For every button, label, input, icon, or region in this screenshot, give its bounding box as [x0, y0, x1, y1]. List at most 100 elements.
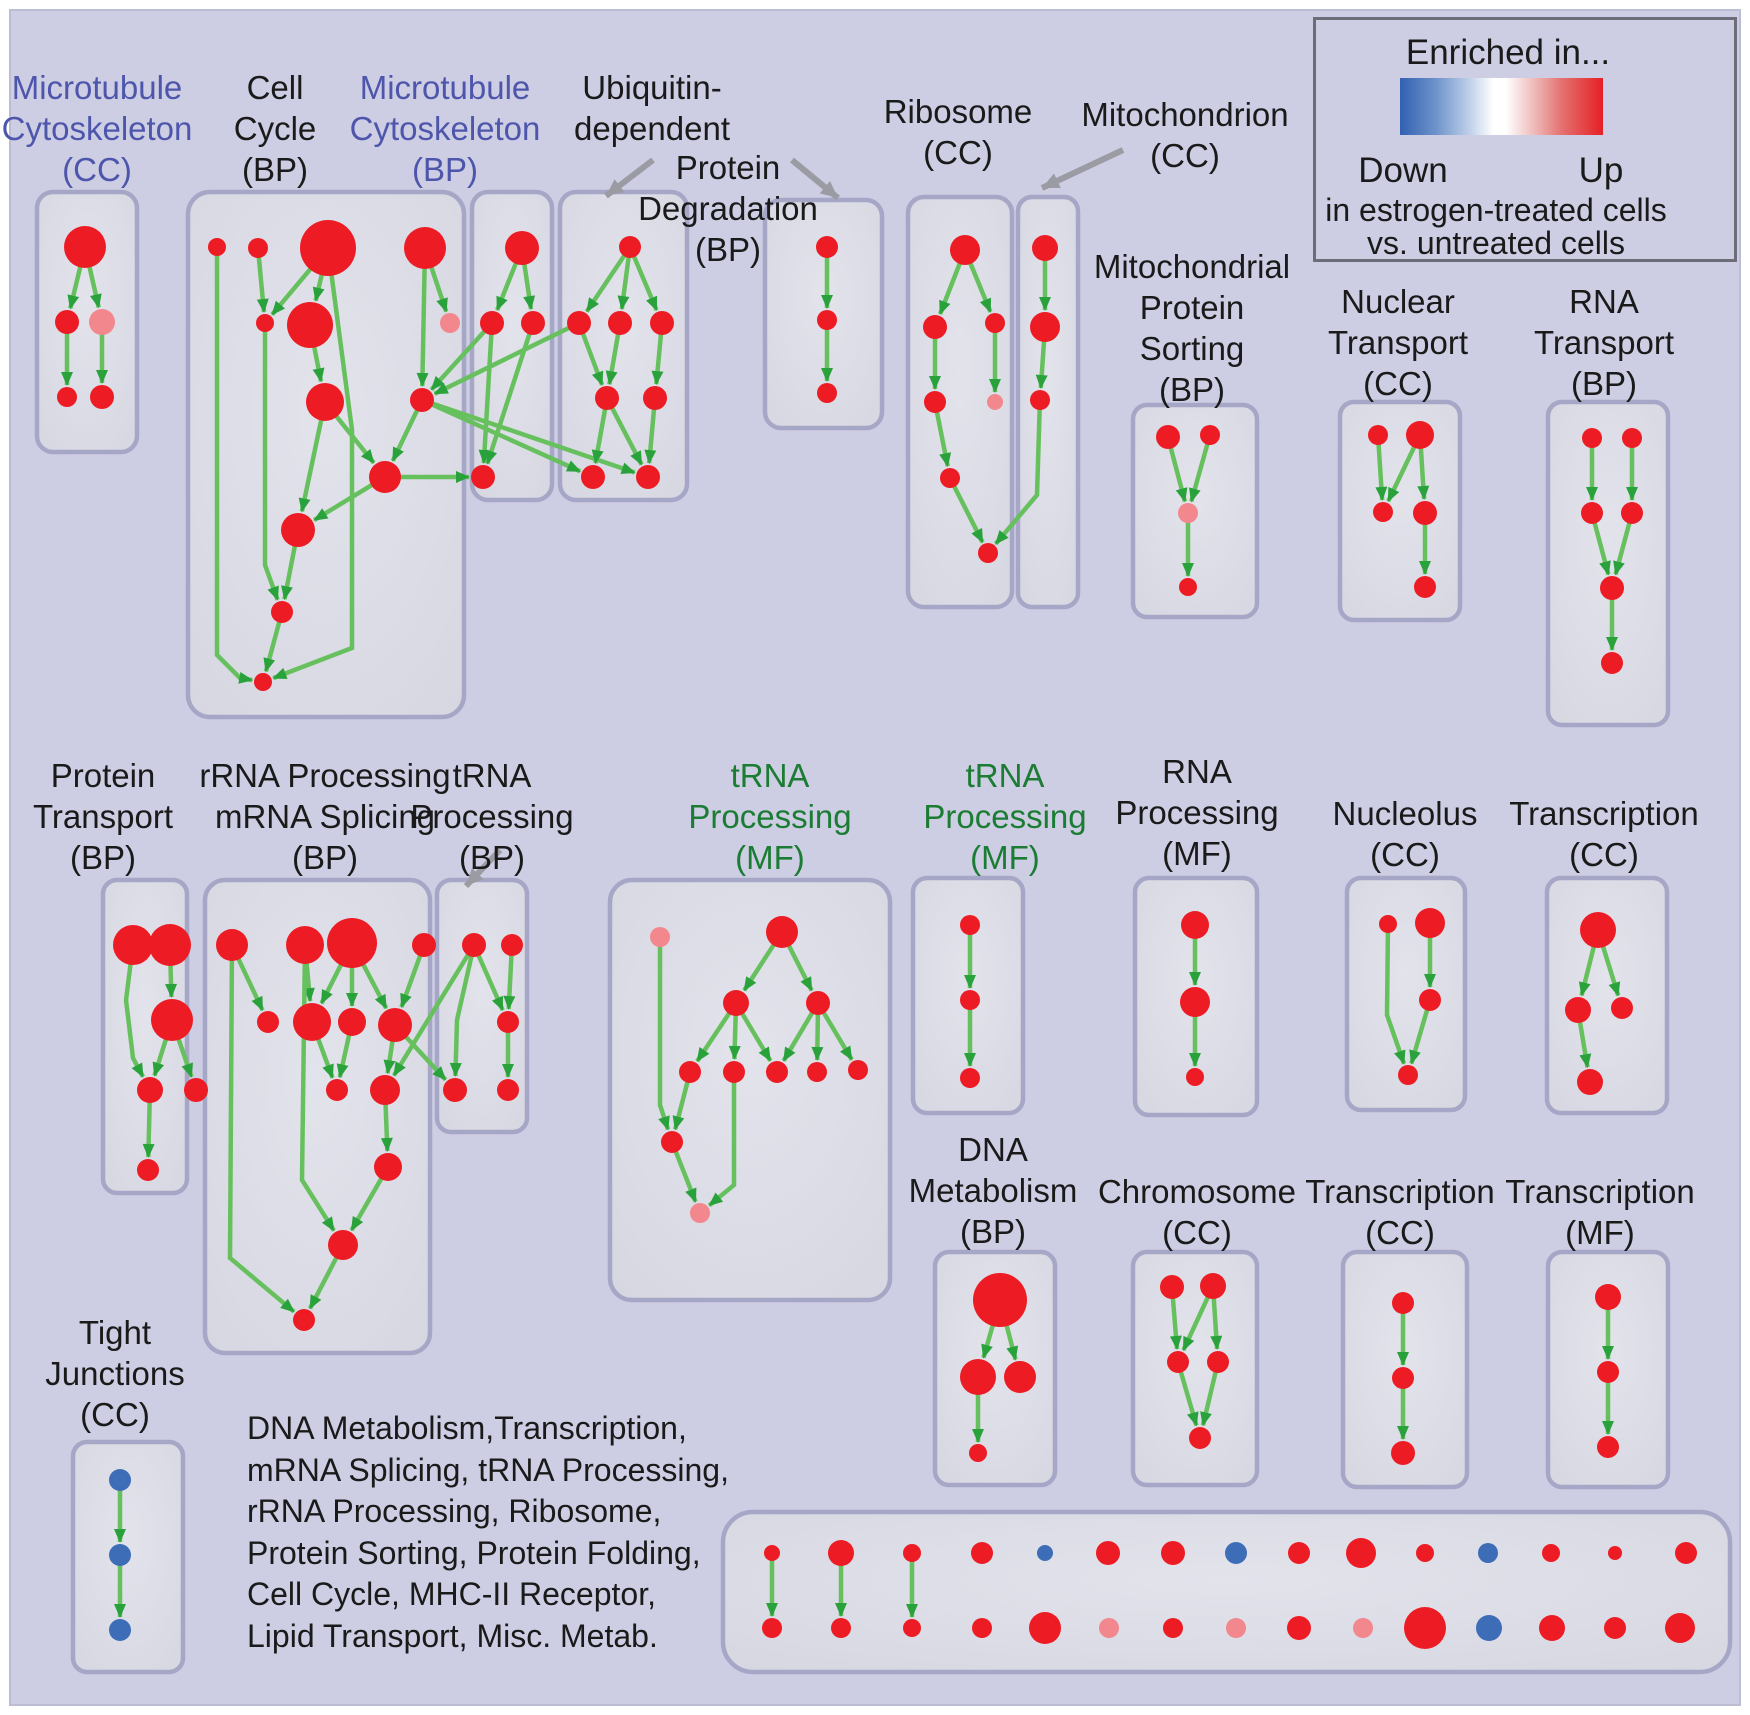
node-u0	[619, 236, 641, 258]
node-x2	[109, 1544, 131, 1566]
node-w4	[443, 1078, 467, 1102]
edge-u0-u1	[584, 253, 627, 313]
node-w1	[462, 933, 486, 957]
edge-R2-S1	[380, 1102, 393, 1152]
node-z2	[1180, 987, 1210, 1017]
edge-M3-R1	[336, 1033, 352, 1079]
edge-U1-B1	[308, 1255, 339, 1310]
node-a4	[57, 387, 77, 407]
edge-u1-c8	[433, 325, 571, 396]
node-sb5	[1029, 1612, 1061, 1644]
node-M3	[338, 1008, 366, 1036]
edge-a1-a2	[67, 264, 83, 310]
node-n5	[1414, 576, 1436, 598]
edge-u5-u7	[644, 407, 657, 465]
edge-k3-k7	[811, 1012, 824, 1061]
node-S1	[374, 1153, 402, 1181]
label-transcription-cc-mid: Transcription (CC)	[1509, 795, 1699, 873]
label-rrna-processing: rRNA Processing mRNA Splicing (BP)	[199, 757, 450, 876]
edge-k3-k6	[781, 1010, 815, 1062]
node-T4	[412, 933, 436, 957]
node-M4	[378, 1008, 412, 1042]
node-c7	[440, 313, 460, 333]
label-tight-junctions-cc: Tight Junctions (CC)	[45, 1314, 184, 1433]
node-t1	[1032, 235, 1058, 261]
edge-k2-k4	[695, 1010, 732, 1063]
label-ribosome-cc: Ribosome (CC)	[884, 93, 1033, 171]
node-c5	[256, 314, 274, 332]
edge-p1-p4	[123, 962, 145, 1078]
edge-s2-s3	[1189, 442, 1210, 503]
edge-e3-e4	[1409, 1007, 1430, 1065]
node-x3	[109, 1619, 131, 1641]
node-sb8	[1226, 1618, 1246, 1638]
node-st3	[903, 1544, 921, 1562]
edge-c4-c7	[428, 265, 449, 313]
node-r6	[940, 468, 960, 488]
node-st2	[828, 1540, 854, 1566]
edge-n1-n3	[1375, 442, 1388, 501]
edge-T1-M1	[235, 956, 265, 1012]
label-rna-processing-mf: RNA Processing (MF)	[1115, 753, 1278, 872]
node-m4	[471, 465, 495, 489]
edge-r6-r7	[951, 484, 985, 544]
edge-k2-k6	[739, 1011, 773, 1062]
edge-p2-p3	[165, 963, 178, 998]
edge-k1-k2	[742, 942, 777, 992]
node-f3	[1611, 997, 1633, 1019]
misc-bottom-strip-box	[720, 1509, 1733, 1675]
node-sb3	[903, 1619, 921, 1637]
edge-c9-c11	[298, 418, 324, 513]
node-c2	[248, 238, 268, 258]
gray-arrow-mitochondrion	[1040, 147, 1125, 191]
edge-u2-u4	[605, 332, 621, 386]
edge-c9-c10	[333, 413, 376, 465]
node-h3	[1167, 1351, 1189, 1373]
node-k4	[679, 1061, 701, 1083]
node-m2	[480, 311, 504, 335]
node-p3	[151, 999, 193, 1041]
dna-metabolism-bp-box	[932, 1249, 1058, 1488]
node-y2	[960, 990, 980, 1010]
node-c3	[300, 220, 356, 276]
node-f2	[1565, 997, 1591, 1023]
node-z3	[1186, 1068, 1204, 1086]
node-c13	[254, 673, 272, 691]
node-n1	[1368, 425, 1388, 445]
node-q3	[1581, 502, 1603, 524]
node-q1	[1582, 428, 1602, 448]
node-e2	[1415, 908, 1445, 938]
node-v2	[817, 310, 837, 330]
legend-gradient-bar	[1400, 78, 1603, 135]
node-p2	[149, 924, 191, 966]
edge-w1-w4	[449, 954, 474, 1077]
edge-u1-u4	[580, 331, 605, 386]
transcription-cc-mid-box	[1544, 875, 1670, 1116]
node-c1	[208, 238, 226, 256]
node-h2	[1200, 1273, 1226, 1299]
node-u4	[595, 386, 619, 410]
node-p1	[113, 925, 153, 965]
edge-c12-c13	[263, 620, 282, 673]
edge-p3-p4	[152, 1037, 169, 1077]
node-st9	[1288, 1542, 1310, 1564]
edge-u3-u5	[651, 332, 664, 386]
label-rna-transport-bp: RNA Transport (BP)	[1534, 283, 1674, 402]
node-M1	[257, 1011, 279, 1033]
edge-c5-c12	[262, 330, 280, 601]
node-k7	[807, 1062, 827, 1082]
edge-T3-M4	[360, 962, 389, 1010]
node-c11	[281, 513, 315, 547]
node-T3	[327, 918, 377, 968]
node-u5	[643, 386, 667, 410]
node-p4	[137, 1077, 163, 1103]
node-sb9	[1287, 1616, 1311, 1640]
node-st5	[1037, 1545, 1053, 1561]
legend-down-label: Down	[1358, 151, 1448, 190]
note-line: mRNA Splicing, tRNA Processing,	[247, 1451, 729, 1488]
label-transcription-cc-bottom: Transcription (CC)	[1305, 1173, 1495, 1251]
edge-M4-R2	[383, 1039, 396, 1075]
node-x1	[109, 1469, 131, 1491]
node-st13	[1542, 1544, 1560, 1562]
edge-c3-c13	[272, 273, 355, 681]
